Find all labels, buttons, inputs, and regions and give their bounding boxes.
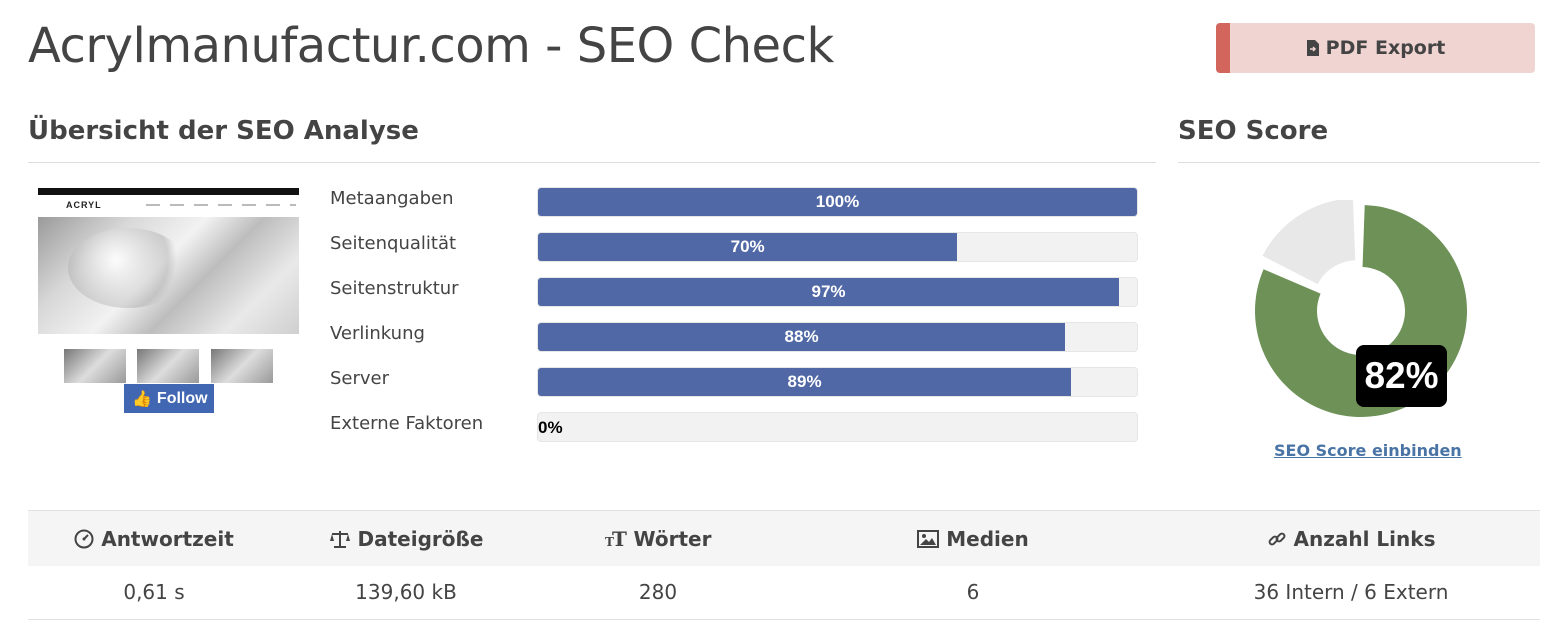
progress-bar-value: 70% — [730, 237, 765, 256]
stats-value-words: 280 — [638, 580, 678, 604]
stats-header-links: Anzahl Links — [1162, 511, 1540, 566]
progress-bar-fill: 97% — [538, 278, 1120, 306]
progress-bar: 70% — [537, 232, 1138, 262]
thumbnail-2[interactable] — [137, 349, 199, 383]
progress-bar-value: 0% — [538, 418, 563, 437]
progress-bar: 0% — [537, 412, 1138, 442]
stats-value-response-time: 0,61 s — [123, 580, 185, 604]
svg-text:T: T — [605, 535, 614, 549]
progress-bar-fill: 89% — [538, 368, 1072, 396]
follow-button[interactable]: 👍 Follow — [124, 384, 214, 413]
seo-score-divider — [1178, 162, 1540, 163]
stats-value-file-size: 139,60 kB — [355, 580, 457, 604]
stats-header-media: Medien — [784, 511, 1162, 566]
bar-label: Seitenqualität — [330, 233, 457, 254]
seo-score-heading: SEO Score — [1178, 116, 1329, 146]
bar-label: Seitenstruktur — [330, 278, 459, 299]
thumbs-up-icon: 👍 — [132, 390, 152, 408]
bar-label: Server — [330, 368, 390, 389]
progress-bar-fill: 100% — [538, 188, 1137, 216]
stats-value-links: 36 Intern / 6 Extern — [1253, 580, 1449, 604]
thumbnail-1[interactable] — [64, 349, 126, 383]
stats-header-label: Medien — [946, 526, 1029, 551]
text-icon: TT — [605, 529, 627, 549]
website-screenshot[interactable]: ACRYL — [38, 188, 299, 334]
screenshot-logo: ACRYL — [66, 200, 102, 210]
page-title: Acrylmanufactur.com - SEO Check — [28, 18, 834, 74]
screenshot-topbar — [38, 188, 299, 195]
stats-value-media: 6 — [966, 580, 980, 604]
thumbnail-3[interactable] — [211, 349, 273, 383]
screenshot-hero-glass — [68, 228, 188, 308]
stats-header-file-size: Dateigröße — [280, 511, 532, 566]
progress-bar: 88% — [537, 322, 1138, 352]
file-export-icon — [1306, 40, 1319, 56]
seo-score-embed-link[interactable]: SEO Score einbinden — [1274, 441, 1462, 460]
stats-header-response-time: Antwortzeit — [28, 511, 280, 566]
progress-bar-value: 100% — [815, 192, 860, 211]
stats-header-label: Antwortzeit — [101, 526, 234, 551]
link-icon — [1268, 532, 1285, 545]
bar-label: Verlinkung — [330, 323, 425, 344]
scale-icon — [329, 530, 350, 548]
button-accent-stripe — [1216, 23, 1230, 73]
svg-text:T: T — [612, 529, 627, 549]
progress-bar: 97% — [537, 277, 1138, 307]
overview-divider — [28, 162, 1156, 163]
progress-bar-value: 88% — [784, 327, 819, 346]
stats-header-label: Anzahl Links — [1293, 526, 1436, 551]
donut-remaining-segment — [1262, 200, 1356, 285]
follow-label: Follow — [156, 389, 208, 407]
bar-label: Externe Faktoren — [330, 413, 484, 434]
progress-bar-value: 97% — [811, 282, 846, 301]
gauge-icon — [74, 529, 94, 548]
progress-bar: 100% — [537, 187, 1138, 217]
screenshot-nav-links — [146, 204, 296, 206]
pdf-export-label: PDF Export — [1325, 37, 1446, 59]
stats-header-label: Wörter — [633, 526, 712, 551]
stats-value-row: 0,61 s 139,60 kB 280 6 36 Intern / 6 Ext… — [28, 565, 1540, 620]
progress-bar-fill: 88% — [538, 323, 1066, 351]
progress-bar: 89% — [537, 367, 1138, 397]
progress-bar-fill: 70% — [538, 233, 958, 261]
screenshot-nav — [38, 195, 299, 217]
seo-score-value: 82% — [1356, 345, 1447, 407]
pdf-export-button[interactable]: PDF Export — [1216, 23, 1535, 73]
bar-label: Metaangaben — [330, 188, 454, 209]
image-icon — [917, 529, 940, 548]
stats-header-label: Dateigröße — [357, 526, 484, 551]
progress-bar-value: 89% — [787, 372, 822, 391]
overview-heading: Übersicht der SEO Analyse — [28, 116, 419, 146]
